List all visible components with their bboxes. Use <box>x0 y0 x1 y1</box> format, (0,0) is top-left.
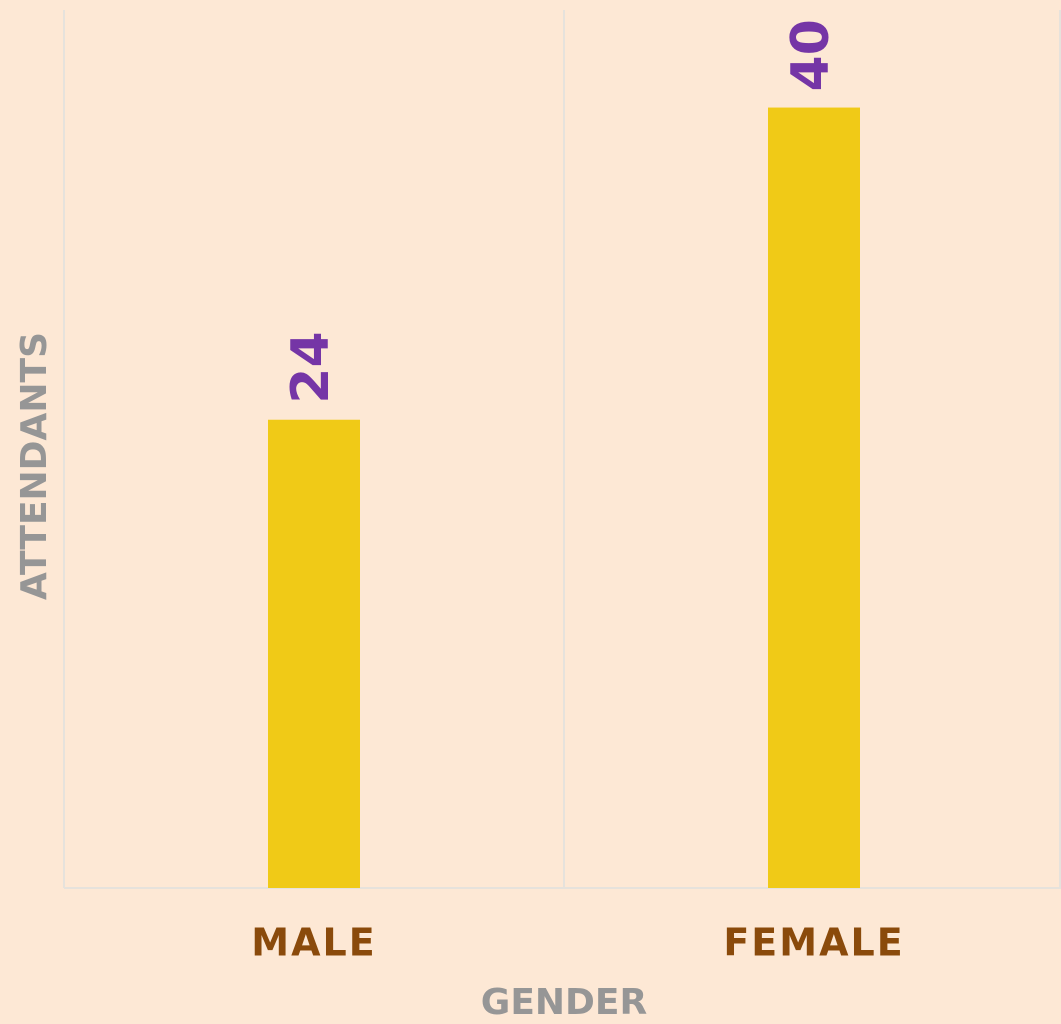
x-axis-title: GENDER <box>481 982 647 1023</box>
data-label: 24 <box>281 331 341 403</box>
y-axis-title: ATTENDANTS <box>14 332 55 600</box>
data-label: 40 <box>781 19 841 91</box>
x-tick-label: MALE <box>251 921 376 965</box>
x-tick-label: FEMALE <box>723 921 904 965</box>
bar <box>768 107 860 889</box>
bar <box>268 419 360 888</box>
